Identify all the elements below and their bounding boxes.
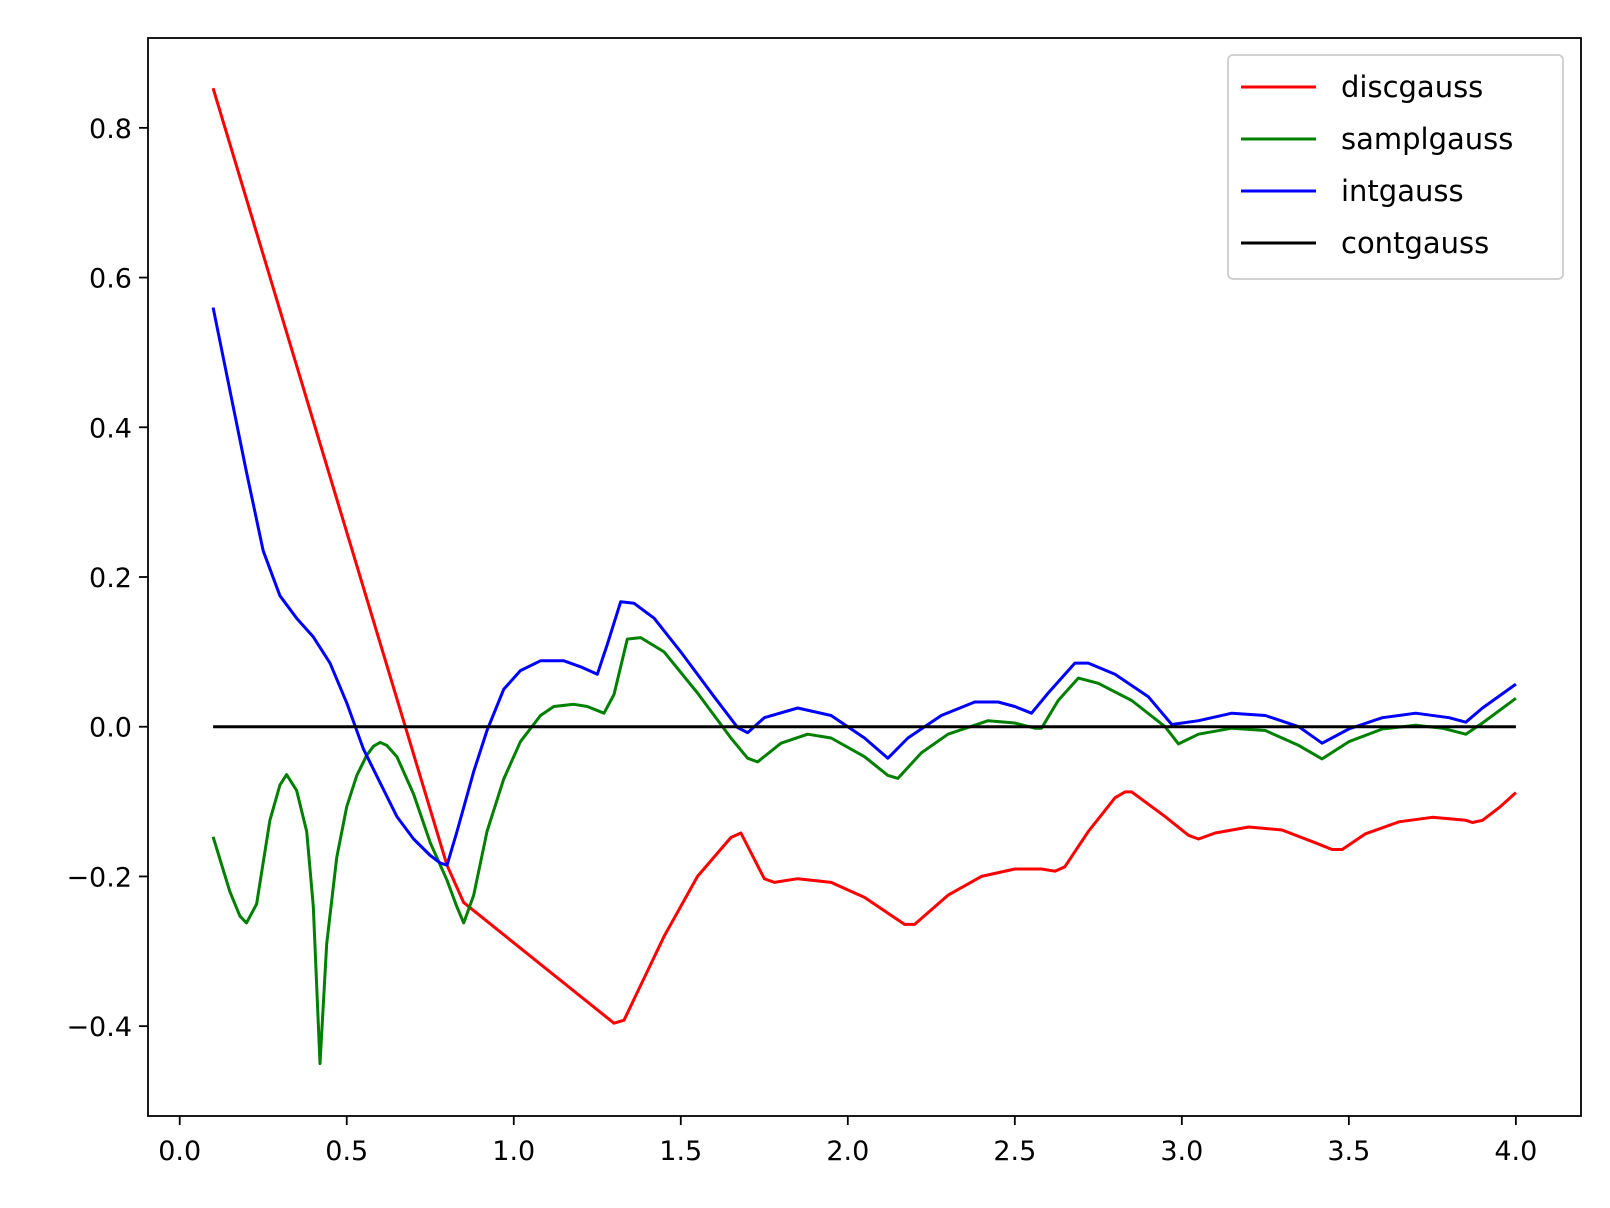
x-tick-label: 2.5: [993, 1136, 1036, 1167]
y-tick-label: 0.4: [89, 413, 132, 444]
x-tick-label: 1.0: [492, 1136, 535, 1167]
x-tick-label: 3.0: [1160, 1136, 1203, 1167]
legend: discgauss samplgauss intgauss contgauss: [1227, 54, 1564, 280]
x-tick-label: 4.0: [1494, 1136, 1537, 1167]
x-tick-label: 3.5: [1327, 1136, 1370, 1167]
series-lines: [211, 87, 1517, 1066]
x-tick-label: 0.5: [325, 1136, 368, 1167]
y-tick-label: −0.2: [66, 862, 132, 893]
legend-label-samplgauss: samplgauss: [1341, 122, 1513, 156]
y-tick-label: −0.4: [66, 1012, 132, 1043]
legend-box: [1227, 54, 1564, 280]
series-line-samplgauss: [211, 636, 1517, 1066]
x-tick-label: 2.0: [826, 1136, 869, 1167]
legend-label-intgauss: intgauss: [1341, 174, 1464, 208]
series-line-intgauss: [211, 307, 1517, 867]
y-tick-label: 0.2: [89, 563, 132, 594]
y-tick-label: 0.8: [89, 114, 132, 145]
x-tick-label: 1.5: [659, 1136, 702, 1167]
y-axis: −0.4 −0.2 0.0 0.2 0.4 0.6 0.8: [66, 114, 148, 1043]
x-axis: 0.0 0.5 1.0 1.5 2.0 2.5 3.0 3.5 4.0: [158, 1116, 1537, 1167]
legend-label-contgauss: contgauss: [1341, 226, 1489, 260]
x-tick-label: 0.0: [158, 1136, 201, 1167]
y-tick-label: 0.6: [89, 264, 132, 295]
legend-label-discgauss: discgauss: [1341, 70, 1483, 104]
y-tick-label: 0.0: [89, 713, 132, 744]
series-line-discgauss: [211, 87, 1517, 1025]
